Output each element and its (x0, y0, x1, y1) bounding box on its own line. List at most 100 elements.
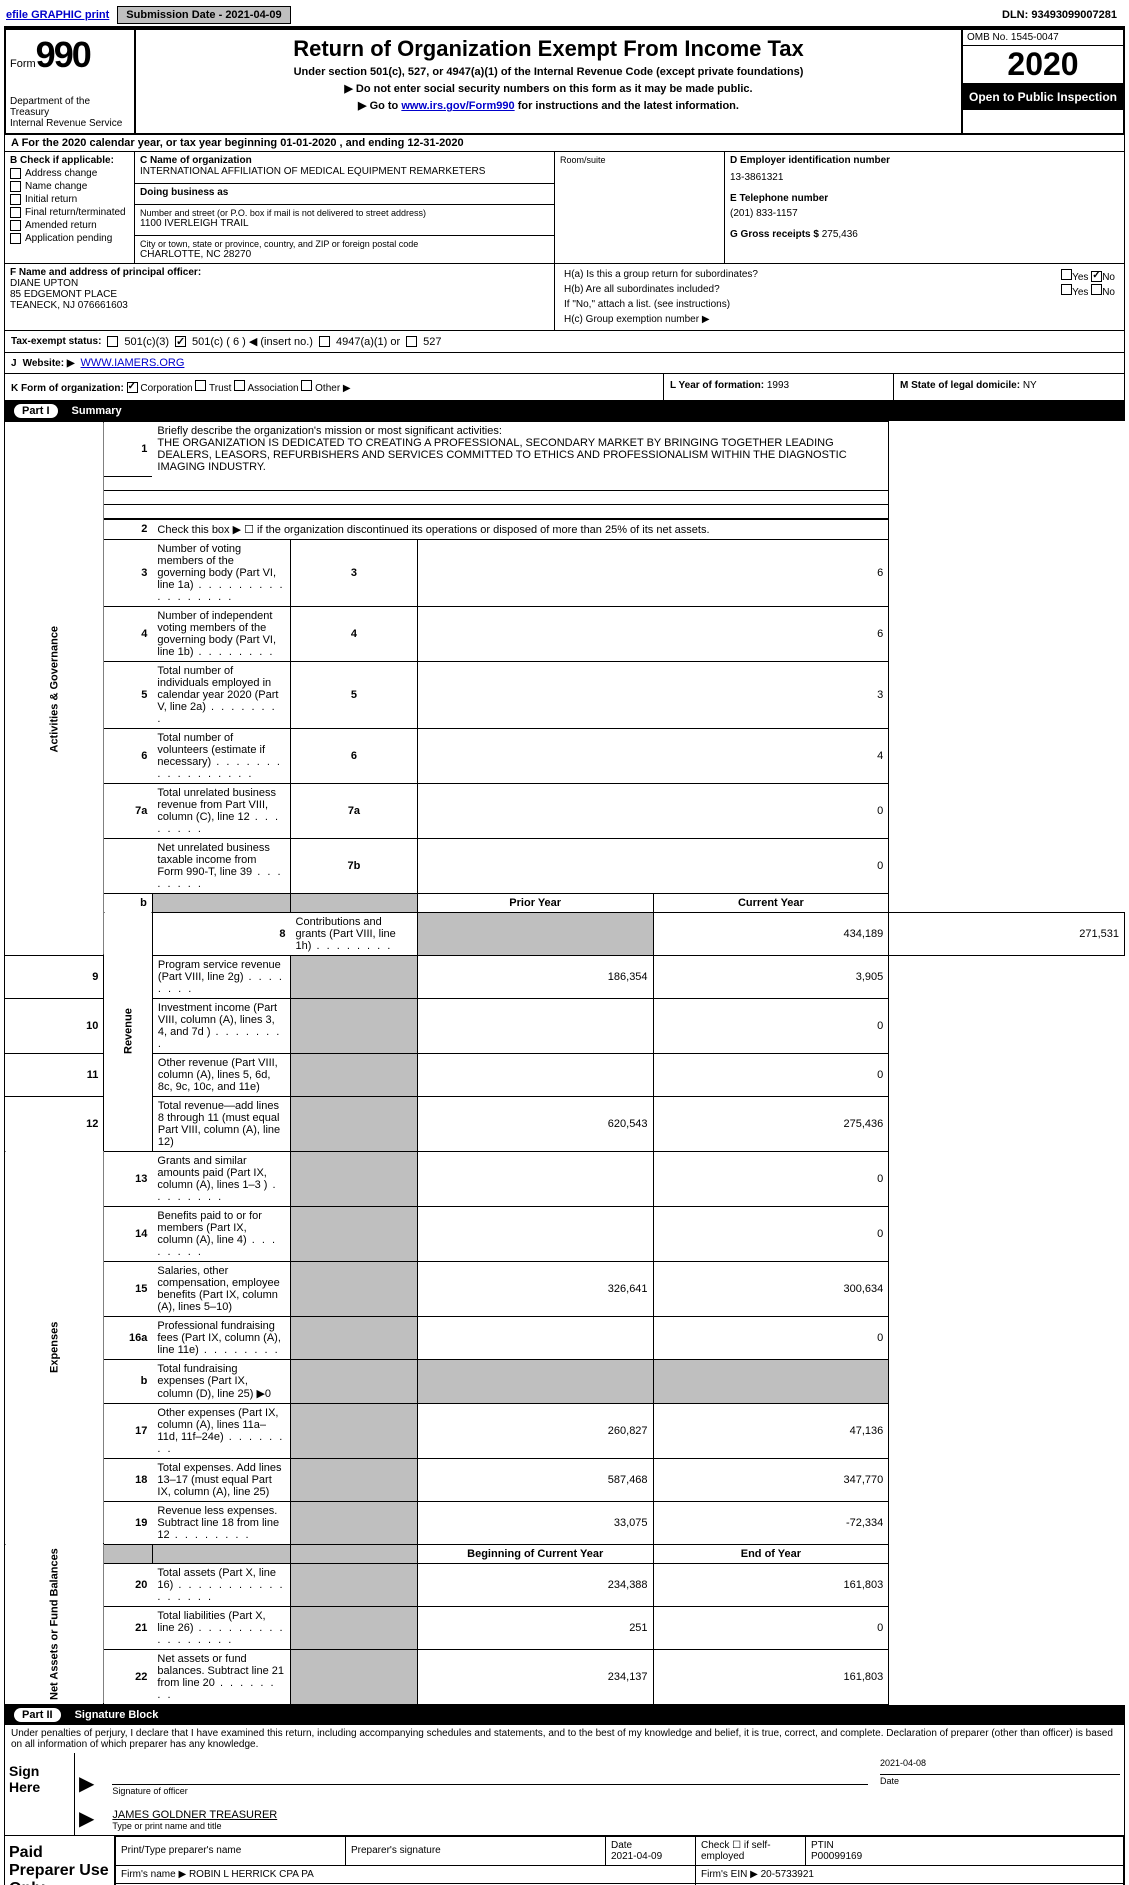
check-amended[interactable]: Amended return (10, 220, 129, 231)
form-title: Return of Organization Exempt From Incom… (142, 36, 955, 62)
checkbox-icon[interactable] (10, 233, 21, 244)
officer-name-title: JAMES GOLDNER TREASURER (112, 1809, 1120, 1821)
sig-right-col: ▶ Signature of officer Date2021-04-08 ▶ … (75, 1753, 1124, 1835)
firm-ein-cell: Firm's EIN ▶ 20-5733921 (696, 1865, 1124, 1883)
signature-block: Under penalties of perjury, I declare th… (4, 1725, 1125, 1836)
part-ii-label: Part II (14, 1708, 61, 1722)
summary-table: Activities & Governance 1 Briefly descri… (4, 421, 1125, 1705)
declaration-text: Under penalties of perjury, I declare th… (5, 1725, 1124, 1753)
checkbox-icon[interactable] (10, 194, 21, 205)
check-address-change[interactable]: Address change (10, 168, 129, 179)
sign-here-label: Sign Here (5, 1753, 75, 1835)
form-prefix: Form (10, 58, 36, 70)
h-a-row: H(a) Is this a group return for subordin… (560, 267, 1119, 282)
table-row: 19Revenue less expenses. Subtract line 1… (5, 1501, 1125, 1544)
section-b-label: B Check if applicable: (10, 155, 129, 166)
checkbox-icon[interactable] (301, 380, 312, 391)
paid-preparer-table: Print/Type preparer's name Preparer's si… (115, 1836, 1124, 1885)
check-app-pending[interactable]: Application pending (10, 233, 129, 244)
checkbox-icon[interactable] (1091, 284, 1102, 295)
goto-post: for instructions and the latest informat… (515, 100, 739, 112)
table-row: 17Other expenses (Part IX, column (A), l… (5, 1403, 1125, 1458)
section-b-c-d: B Check if applicable: Address change Na… (4, 152, 1125, 264)
table-row: 14Benefits paid to or for members (Part … (5, 1206, 1125, 1261)
table-row: 18Total expenses. Add lines 13–17 (must … (5, 1458, 1125, 1501)
section-l: L Year of formation: 1993 (664, 374, 894, 400)
sidebar-revenue: Revenue (104, 912, 153, 1151)
form-number-cell: Form990 Department of the Treasury Inter… (6, 30, 136, 133)
street-address: 1100 IVERLEIGH TRAIL (140, 218, 549, 229)
paid-preparer-block: Paid Preparer Use Only Print/Type prepar… (4, 1836, 1125, 1885)
checkbox-icon[interactable] (195, 380, 206, 391)
table-row: 12Total revenue—add lines 8 through 11 (… (5, 1096, 1125, 1151)
inspection-notice: Open to Public Inspection (963, 84, 1123, 110)
omb-number: OMB No. 1545-0047 (963, 30, 1123, 46)
checkbox-icon[interactable] (1061, 269, 1072, 280)
tax-status-row: Tax-exempt status: 501(c)(3) 501(c) ( 6 … (4, 331, 1125, 353)
checkbox-icon[interactable] (234, 380, 245, 391)
table-row: 6Total number of volunteers (estimate if… (5, 728, 1125, 783)
table-row: 4Number of independent voting members of… (5, 606, 1125, 661)
line-num: 2 (104, 519, 153, 539)
line-a: A For the 2020 calendar year, or tax yea… (4, 135, 1125, 152)
tax-year: 2020 (963, 46, 1123, 84)
firm-phone-cell: Phone no. (704) 579-8881 (696, 1883, 1124, 1885)
checkbox-icon[interactable] (1061, 284, 1072, 295)
checkbox-icon[interactable] (319, 336, 330, 347)
right-header-col: OMB No. 1545-0047 2020 Open to Public In… (963, 30, 1123, 133)
check-name-change[interactable]: Name change (10, 181, 129, 192)
table-row: 7aTotal unrelated business revenue from … (5, 783, 1125, 838)
checkbox-icon[interactable] (10, 220, 21, 231)
prep-date-cell: Date2021-04-09 (606, 1836, 696, 1865)
check-initial-return[interactable]: Initial return (10, 194, 129, 205)
instructions-link[interactable]: www.irs.gov/Form990 (401, 100, 514, 112)
k-l-m-row: K Form of organization: Corporation Trus… (4, 374, 1125, 401)
table-row: 22Net assets or fund balances. Subtract … (5, 1649, 1125, 1704)
sig-date-field: Date2021-04-08 (880, 1774, 1120, 1796)
officer-signature-field[interactable]: Signature of officer (112, 1784, 868, 1796)
right-info-col: D Employer identification number 13-3861… (725, 152, 1124, 263)
officer-addr1: 85 EDGEMONT PLACE (10, 289, 549, 300)
checkbox-icon[interactable] (1091, 271, 1102, 282)
website-link[interactable]: WWW.IAMERS.ORG (81, 357, 185, 369)
checkbox-icon[interactable] (406, 336, 417, 347)
c-name-label: C Name of organization (140, 155, 549, 166)
part-i-header: Part I Summary (4, 401, 1125, 421)
submission-date-box: Submission Date - 2021-04-09 (117, 6, 290, 24)
city-label: City or town, state or province, country… (140, 239, 549, 249)
i-label: Tax-exempt status: (11, 336, 101, 347)
ptin-cell: PTINP00099169 (806, 1836, 1124, 1865)
checkbox-icon[interactable] (10, 207, 21, 218)
self-employed-cell: Check ☐ if self-employed (696, 1836, 806, 1865)
checkbox-icon[interactable] (175, 336, 186, 347)
form-subtitle: Under section 501(c), 527, or 4947(a)(1)… (142, 66, 955, 78)
firm-addr-cell: Firm's address ▶ 210 STUART AVENUE SOUTH… (116, 1883, 696, 1885)
addr-label: Number and street (or P.O. box if mail i… (140, 208, 549, 218)
h-b-row: H(b) Are all subordinates included? Yes … (560, 282, 1119, 297)
firm-name-cell: Firm's name ▶ ROBIN L HERRICK CPA PA (116, 1865, 696, 1883)
name-title-label: Type or print name and title (112, 1821, 1120, 1831)
officer-name: DIANE UPTON (10, 278, 549, 289)
j-label: J (11, 358, 17, 369)
title-column: Return of Organization Exempt From Incom… (136, 30, 963, 133)
checkbox-icon[interactable] (107, 336, 118, 347)
checkbox-icon[interactable] (10, 181, 21, 192)
goto-note: ▶ Go to www.irs.gov/Form990 for instruct… (142, 99, 955, 112)
check-final-return[interactable]: Final return/terminated (10, 207, 129, 218)
table-row: 11Other revenue (Part VIII, column (A), … (5, 1053, 1125, 1096)
dba-label: Doing business as (140, 187, 549, 198)
website-label: Website: ▶ (23, 358, 75, 369)
h-c-row: H(c) Group exemption number ▶ (560, 312, 1119, 327)
arrow-icon: ▶ (79, 1806, 94, 1831)
section-m: M State of legal domicile: NY (894, 374, 1124, 400)
checkbox-icon[interactable] (10, 168, 21, 179)
sign-here-grid: Sign Here ▶ Signature of officer Date202… (5, 1753, 1124, 1835)
line-1-desc: Briefly describe the organization's miss… (152, 422, 888, 477)
table-row: 9Program service revenue (Part VIII, lin… (5, 955, 1125, 998)
efile-link[interactable]: efile GRAPHIC print (6, 9, 109, 21)
top-bar: efile GRAPHIC print Submission Date - 20… (4, 4, 1125, 28)
checkbox-icon[interactable] (127, 382, 138, 393)
website-row: J Website: ▶ WWW.IAMERS.ORG (4, 353, 1125, 374)
officer-addr2: TEANECK, NJ 076661603 (10, 300, 549, 311)
line-num: 1 (104, 422, 153, 477)
